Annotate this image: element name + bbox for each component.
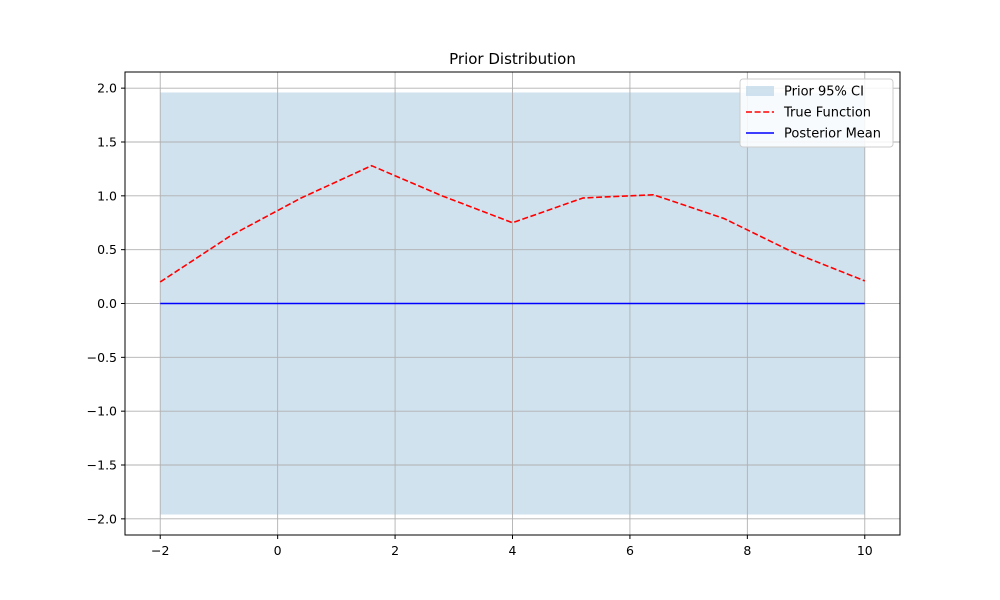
y-tick-label: −1.0 [87,404,117,419]
x-tick-label: 4 [509,543,517,558]
plot-area [125,72,900,535]
legend-swatch-prior-95-ci [746,86,774,96]
x-tick-label: 8 [743,543,751,558]
y-tick-label: 0.5 [97,242,117,257]
x-tick-label: 6 [626,543,634,558]
y-tick-label: 2.0 [97,81,117,96]
x-tick-label: 2 [391,543,399,558]
axes: −2 0 2 4 6 8 10 −2.0 −1.5 −1.0 −0.5 0.0 0.5 1.0 1.5 2.0 [87,71,901,558]
x-tick-label: 10 [857,543,873,558]
legend-label-true-function: True Function [783,106,871,121]
legend-label-prior-95-ci: Prior 95% CI [784,85,864,100]
chart-title: Prior Distribution [449,50,576,68]
x-tick-label: −2 [151,543,169,558]
y-tick-label: −1.5 [87,458,117,473]
legend-box [739,78,894,148]
y-tick-label: 1.5 [97,134,117,149]
y-tick-label: −2.0 [87,511,117,526]
legend-label-posterior-mean: Posterior Mean [784,127,881,142]
y-tick-label: 0.0 [97,296,117,311]
true-function-line [159,164,866,283]
y-tick-label: −0.5 [87,350,117,365]
x-tick-label: 0 [274,543,282,558]
y-tick-label: 1.0 [97,188,117,203]
legend: Prior 95% CI True Function Posterior Mean [739,78,894,148]
